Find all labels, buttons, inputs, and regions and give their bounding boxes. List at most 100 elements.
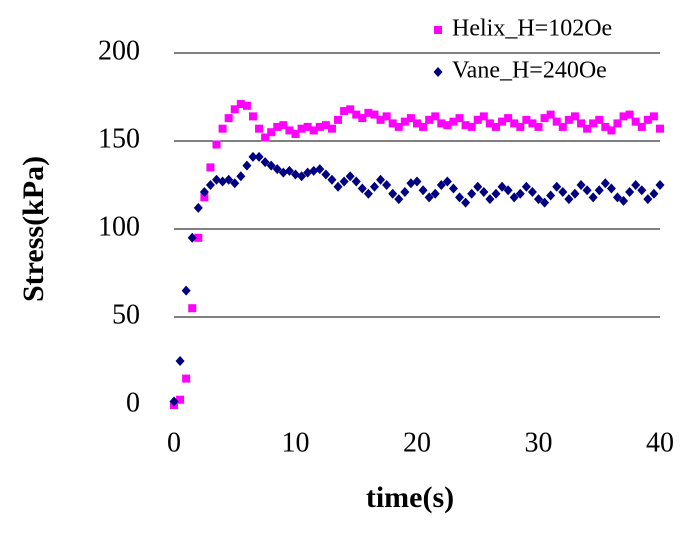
x-tick-label: 40 [646,427,674,458]
marker [388,188,398,199]
marker [503,185,513,196]
marker [352,110,361,119]
marker [400,117,409,126]
marker [552,117,561,126]
marker [424,192,434,203]
marker [594,185,604,196]
marker [436,180,446,190]
marker [558,122,567,131]
marker [412,176,422,187]
marker [394,122,403,131]
marker [273,122,282,131]
marker [255,124,264,133]
marker [631,117,640,126]
marker [291,129,300,138]
marker [540,197,550,208]
marker [182,374,191,383]
marker [297,124,306,133]
x-tick-label: 20 [403,427,431,458]
marker [570,188,580,199]
marker [327,124,336,133]
marker [643,115,652,124]
marker [284,165,294,176]
marker [194,233,203,242]
marker [418,185,428,196]
x-axis-title: time(s) [366,481,454,514]
marker [206,163,215,172]
marker [589,119,598,128]
marker [254,151,264,162]
marker [205,180,215,190]
marker [491,188,501,199]
marker [315,122,324,131]
marker [437,119,446,128]
marker [303,122,312,131]
marker [625,110,634,119]
marker [315,164,325,175]
marker [534,194,543,205]
marker [540,114,549,123]
marker [382,180,392,190]
marker [200,193,209,202]
marker [400,187,410,198]
marker [236,100,245,109]
marker [649,112,658,121]
marker [497,181,507,192]
marker [631,180,641,190]
marker [479,112,488,121]
marker [242,101,251,110]
marker [577,119,586,128]
marker [370,110,379,119]
marker [266,160,276,171]
marker [656,124,664,133]
marker [345,171,355,182]
marker [261,133,270,142]
marker [357,183,367,194]
marker [242,160,252,171]
marker [419,122,428,131]
marker [546,110,555,119]
marker [406,114,415,123]
marker [431,112,440,121]
marker [637,122,646,131]
marker [321,121,330,130]
marker [655,180,665,190]
marker [564,194,574,205]
marker [504,114,513,123]
marker [425,115,434,124]
marker [285,126,294,135]
legend-label: Vane_H=240Oe [452,58,607,84]
marker [449,117,458,126]
marker [382,112,391,121]
x-tick-label: 30 [525,427,553,458]
marker [625,187,635,198]
marker [606,183,616,194]
marker [267,128,276,137]
marker [546,190,556,201]
marker [521,181,531,192]
marker [455,192,465,203]
marker [485,194,495,205]
marker [413,119,421,128]
x-tick-label: 0 [167,427,181,458]
marker [527,187,537,198]
marker [224,114,233,123]
marker [188,304,197,313]
marker [364,108,373,117]
marker [515,188,525,199]
marker [558,187,568,198]
y-tick-label: 200 [98,35,140,66]
marker [224,174,234,185]
marker [358,114,367,123]
marker [510,119,519,128]
marker [649,188,659,199]
marker [564,115,573,124]
marker [643,194,653,205]
marker [181,285,191,296]
marker [473,181,483,192]
marker [461,197,471,208]
marker [333,181,343,192]
marker [588,192,598,203]
marker [516,122,525,131]
marker [473,115,482,124]
